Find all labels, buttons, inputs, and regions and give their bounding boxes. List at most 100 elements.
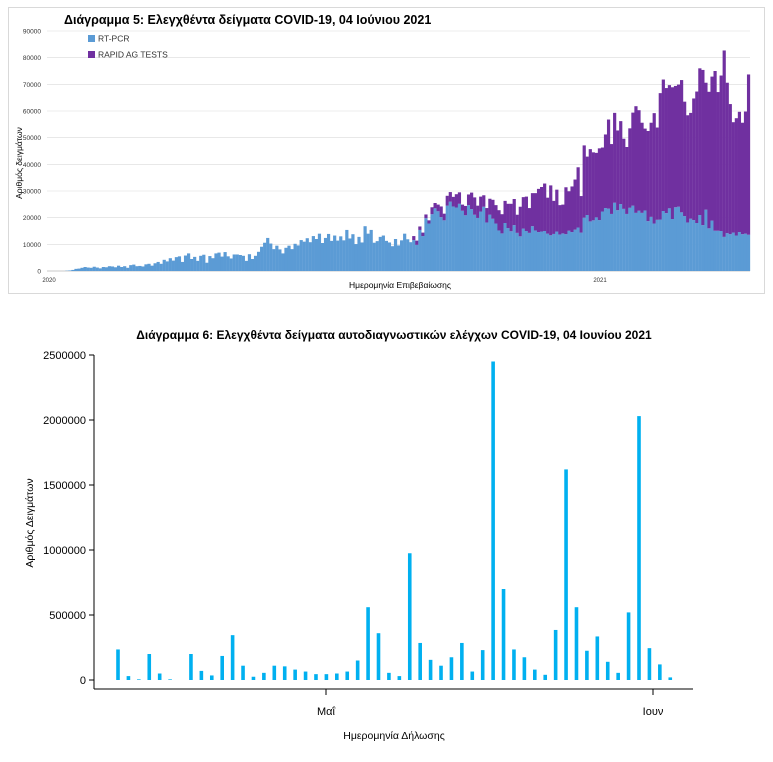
chart5-bar-rt-pcr: [454, 207, 458, 271]
chart5-bar-rapid: [640, 122, 644, 213]
chart5-bar-rapid: [479, 196, 483, 212]
chart5-bar-rt-pcr: [655, 219, 659, 271]
chart5-bar-rt-pcr: [372, 242, 376, 271]
chart5-bar-rt-pcr: [576, 227, 580, 271]
chart5-bar-rapid: [722, 50, 726, 237]
chart5-bar-rt-pcr: [561, 233, 565, 271]
chart5-bar-rt-pcr: [631, 205, 635, 271]
chart5-bar-rt-pcr: [603, 208, 608, 271]
chart5-bar-rt-pcr: [746, 234, 751, 271]
chart6-y-tick-label: 1500000: [43, 480, 86, 492]
chart5-bar-rapid: [445, 195, 449, 206]
chart5-bar-rt-pcr: [323, 237, 328, 271]
chart5-bar-rt-pcr: [594, 217, 598, 271]
chart6-bar: [533, 669, 537, 680]
chart5-bar-rapid: [494, 205, 498, 224]
chart6-bar: [637, 416, 641, 680]
chart5-bar-rt-pcr: [153, 263, 157, 271]
chart5-bar-rt-pcr: [433, 208, 437, 271]
chart6-bar: [647, 648, 652, 680]
chart5-bar-rt-pcr: [412, 240, 416, 271]
chart5-bar-rapid: [424, 214, 428, 219]
chart5-bar-rapid: [515, 214, 519, 233]
chart6-bar: [116, 649, 120, 680]
chart5-bar-rt-pcr: [664, 213, 668, 271]
chart5-bar-rt-pcr: [290, 249, 294, 271]
chart5-bar-rt-pcr: [238, 255, 242, 271]
chart5-bar-rt-pcr: [317, 233, 322, 271]
chart5-bar-rt-pcr: [743, 233, 748, 271]
chart5-bar-rapid: [442, 213, 446, 221]
chart5-bar-rt-pcr: [707, 228, 711, 271]
chart5-bar-rapid: [719, 75, 723, 232]
chart5-bar-rapid: [585, 156, 589, 215]
chart5-bar-rt-pcr: [375, 241, 379, 271]
chart5-bar-rapid: [695, 91, 699, 224]
chart6-bar: [272, 665, 277, 680]
chart6-bar: [491, 361, 495, 680]
chart5-bar-rt-pcr: [463, 215, 468, 271]
chart5-bar-rt-pcr: [205, 262, 209, 271]
chart5-bar-rapid: [412, 236, 416, 241]
chart5-bar-rapid: [667, 85, 672, 209]
chart5-bar-rapid: [613, 112, 617, 203]
chart5-bar-rt-pcr: [701, 225, 705, 271]
chart5-bar-rt-pcr: [74, 268, 78, 271]
chart5-bar-rt-pcr: [524, 231, 528, 271]
chart5-bar-rt-pcr: [579, 232, 583, 271]
chart6-bar: [407, 553, 412, 680]
chart5-bar-rt-pcr: [326, 233, 331, 271]
chart5-bar-rt-pcr: [263, 242, 267, 271]
chart5-bar-rt-pcr: [588, 221, 592, 271]
chart5-bar-rt-pcr: [500, 233, 504, 271]
chart5-bar-rt-pcr: [570, 232, 574, 271]
chart5-bar-rt-pcr: [107, 266, 112, 271]
chart5-bar-rt-pcr: [591, 220, 595, 271]
chart5-bar-rapid: [728, 104, 732, 235]
chart6-bar: [480, 650, 485, 680]
chart5-bar-rt-pcr: [710, 220, 714, 271]
chart5-bar-rt-pcr: [387, 242, 392, 271]
chart5-bar-rt-pcr: [476, 217, 480, 271]
chart5-bar-rt-pcr: [491, 218, 495, 271]
chart5-bars: [65, 50, 751, 271]
chart5-bar-rt-pcr: [144, 264, 148, 271]
chart6-y-axis-label: Αριθμός Δειγμάτων: [24, 478, 36, 567]
chart5-bar-rt-pcr: [415, 244, 419, 271]
chart5-bar-rt-pcr: [156, 261, 160, 271]
chart5-bar-rt-pcr: [536, 232, 541, 271]
chart5-bar-rt-pcr: [196, 260, 200, 271]
chart5-x-tick-label: 2020: [42, 278, 56, 284]
chart5-bar-rapid: [652, 113, 656, 224]
chart5-bar-rt-pcr: [427, 223, 431, 271]
chart5-bar-rt-pcr: [98, 268, 102, 271]
chart5-bar-rapid: [503, 200, 507, 223]
chart6-bar: [626, 612, 631, 680]
chart5-bar-rt-pcr: [348, 238, 352, 271]
chart5-bar-rapid: [698, 68, 702, 215]
chart5-bar-rt-pcr: [123, 266, 127, 271]
chart5-bar-rt-pcr: [543, 231, 547, 271]
chart6-bar: [658, 664, 662, 680]
chart5-bar-rapid: [488, 198, 492, 215]
chart5-bar-rapid: [743, 111, 748, 234]
chart5-bar-rt-pcr: [704, 209, 708, 271]
chart6-x-ticks: Μαΐ Ιουν: [317, 689, 664, 718]
chart5-bar-rt-pcr: [439, 217, 443, 271]
chart6-bar: [387, 672, 391, 680]
chart5-bar-rt-pcr: [567, 230, 571, 271]
chart5-bar-rt-pcr: [299, 240, 303, 271]
chart6-x-tick-label: Μαΐ: [317, 706, 336, 718]
chart6-bar: [262, 672, 266, 680]
chart5-bar-rt-pcr: [296, 245, 300, 271]
chart5-bar-rt-pcr: [211, 258, 215, 271]
chart5-bar-rt-pcr: [162, 259, 166, 271]
chart6-bar: [230, 635, 235, 680]
chart6-x-axis-label: Ημερομηνία Δήλωσης: [343, 730, 445, 742]
chart5-bar-rapid: [567, 191, 571, 231]
chart5-bar-rt-pcr: [278, 249, 282, 271]
chart5-bar-rt-pcr: [658, 219, 662, 271]
chart5-bar-rt-pcr: [281, 253, 285, 271]
chart5-bar-rt-pcr: [333, 235, 337, 271]
